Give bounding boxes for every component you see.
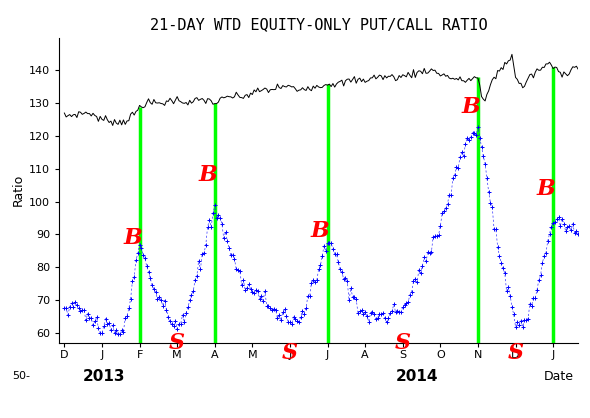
Text: B: B	[536, 178, 555, 199]
Text: S: S	[169, 332, 185, 354]
Text: 2014: 2014	[395, 369, 438, 384]
Text: S: S	[395, 332, 411, 354]
Text: B: B	[461, 96, 480, 117]
Text: Date: Date	[544, 370, 574, 383]
Y-axis label: Ratio: Ratio	[12, 174, 25, 206]
Text: S: S	[282, 342, 298, 364]
Text: B: B	[123, 227, 142, 249]
Text: B: B	[198, 164, 217, 186]
Title: 21-DAY WTD EQUITY-ONLY PUT/CALL RATIO: 21-DAY WTD EQUITY-ONLY PUT/CALL RATIO	[150, 17, 487, 32]
Text: B: B	[311, 220, 330, 242]
Text: S: S	[507, 342, 523, 364]
Text: 50-: 50-	[12, 371, 30, 381]
Text: 2013: 2013	[82, 369, 124, 384]
